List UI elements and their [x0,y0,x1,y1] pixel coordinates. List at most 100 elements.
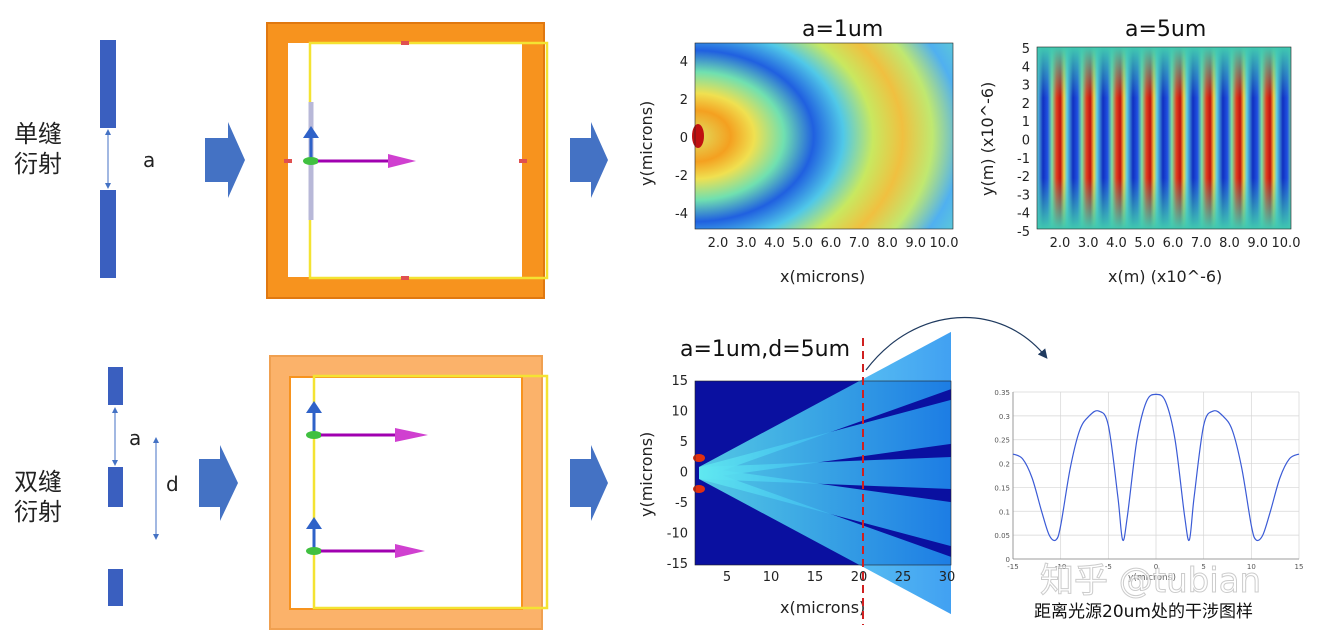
y-tick-label: 4 [680,55,688,70]
x-tick-label: 0 [1154,563,1158,571]
y-tick-label: 0 [680,466,688,481]
plot-a1-title: a=1um [802,17,883,42]
process-arrow-2 [570,122,608,198]
double-slit-bar-top [108,367,123,405]
x-tick-label: 10 [763,570,780,585]
row2-label-line2: 衍射 [14,498,62,526]
plot-double-title: a=1um,d=5um [680,337,850,362]
plot-a1-y-ticks: 4 2 0 -2 -4 [675,55,688,222]
x-tick-label: 2.0 [1050,236,1071,251]
monitor-box-2 [312,374,549,610]
x-tick-label: 4.0 [764,236,785,251]
x-tick-label: 3.0 [736,236,757,251]
plot-double-ylabel: y(microns) [637,432,656,517]
chart-xlabel: y(microns) [1128,573,1176,583]
y-tick-label: 0.35 [994,389,1010,397]
x-tick-label: 15 [1295,563,1304,571]
plot-a1-source-spot [692,124,704,148]
row1-label-line1: 单缝 [14,120,62,148]
x-tick-label: 25 [895,570,912,585]
interference-beam [699,467,951,547]
x-tick-label: -10 [1055,563,1066,571]
curved-pointer-arrow [865,317,1048,371]
y-tick-label: 0.2 [999,461,1010,469]
plot-a1-ylabel: y(microns) [637,101,656,186]
slit-width-label: a [143,148,155,172]
x-tick-label: -15 [1007,563,1018,571]
y-tick-label: 0.05 [994,532,1010,540]
x-tick-label: 4.0 [1106,236,1127,251]
plot-double-xlabel: x(microns) [780,598,865,617]
chart-y-ticks: 0.35 0.3 0.25 0.2 0.15 0.1 0.05 0 [994,389,1010,564]
slit-top-bar [100,40,116,128]
plot-a5-border [1036,46,1292,230]
plot-double-border [694,380,952,566]
chart-series-points [1012,394,1300,540]
x-tick-label: 6.0 [821,236,842,251]
y-tick-label: 0 [1022,134,1030,149]
x-tick-label: 10.0 [1272,236,1301,251]
x-tick-label: 8.0 [1219,236,1240,251]
plot-a5-fade [1037,47,1291,229]
y-tick-label: -5 [675,496,688,511]
y-tick-label: 0.25 [994,437,1010,445]
source-point-b [306,547,322,555]
x-tick-label: 9.0 [905,236,926,251]
x-tick-label: 3.0 [1078,236,1099,251]
x-tick-label: 8.0 [877,236,898,251]
plot-a1-border [694,42,954,230]
y-tick-label: 10 [671,405,688,420]
plot-a1-x-ticks: 2.0 3.0 4.0 5.0 6.0 7.0 8.0 9.0 10.0 [708,236,959,251]
y-tick-label: 1 [1022,115,1030,130]
x-tick-label: 5 [723,570,731,585]
y-tick-label: -1 [1017,152,1030,167]
y-tick-label: 0 [680,131,688,146]
interference-beam [699,467,951,615]
x-tick-label: -5 [1105,563,1112,571]
row1-label-line2: 衍射 [14,150,62,178]
y-tick-label: 15 [671,374,688,389]
y-tick-label: -3 [1017,188,1030,203]
row2-label-line1: 双缝 [14,468,62,496]
y-tick-label: -4 [675,207,688,222]
source-point-a [306,431,322,439]
plot-double-source-bottom [693,485,705,493]
source-a-y-arrowhead [306,401,322,413]
propagation-arrowhead-1 [388,154,416,168]
y-tick-label: 2 [1022,97,1030,112]
plot-a5-x-ticks: 2.0 3.0 4.0 5.0 6.0 7.0 8.0 9.0 10.0 [1050,236,1301,251]
beam-overlay [695,381,951,565]
source-b-y-arrowhead [306,517,322,529]
plot-double-beams [695,331,951,615]
plot-a1-xlabel: x(microns) [780,267,865,286]
process-arrow-1 [205,122,245,198]
y-tick-label: 5 [1022,42,1030,57]
marker-left-1 [284,159,292,163]
y-tick-label: 0 [1006,556,1010,564]
plot-a5-title: a=5um [1125,17,1206,42]
x-tick-label: 20 [851,570,868,585]
y-tick-label: -5 [1017,225,1030,240]
y-tick-label: -15 [667,557,688,572]
propagation-arrowhead-a [395,428,428,442]
y-tick-label: -2 [675,169,688,184]
chart-x-ticks: -15 -10 -5 0 5 10 15 [1007,563,1303,571]
chart-grid [1012,391,1300,560]
x-tick-label: 2.0 [708,236,729,251]
marker-bottom-1 [401,276,409,280]
x-tick-label: 6.0 [1163,236,1184,251]
plot-double-source-top [693,454,705,462]
y-tick-label: 5 [680,435,688,450]
process-arrow-3 [199,445,238,521]
double-slit-a-label: a [129,426,141,450]
propagation-arrowhead-b [395,544,425,558]
x-tick-label: 30 [939,570,956,585]
interference-beam [699,331,951,479]
double-slit-bar-bottom [108,569,123,606]
chart-caption: 距离光源20um处的干涉图样 [1034,602,1253,622]
interference-beam [699,399,951,479]
plot-a5-ylabel: y(m) (x10^-6) [978,82,997,196]
plot-a5-xlabel: x(m) (x10^-6) [1108,267,1222,286]
source-point-1 [303,157,319,165]
